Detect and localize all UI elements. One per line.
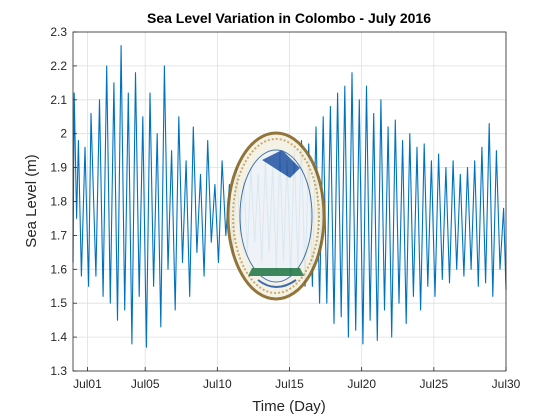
- y-axis-label: Sea Level (m): [23, 154, 40, 247]
- seal-base: [248, 268, 304, 276]
- chart-title: Sea Level Variation in Colombo - July 20…: [147, 10, 431, 26]
- seal-ribbon: [257, 279, 297, 288]
- seal-field: [239, 149, 313, 283]
- y-tick-label: 2.2: [50, 59, 67, 73]
- x-tick-label: Jul20: [347, 377, 376, 391]
- y-tick-label: 1.8: [50, 195, 67, 209]
- y-tick-label: 2: [60, 127, 67, 141]
- x-axis-ticks: Jul01 Jul05 Jul10 Jul15 Jul20 Jul25 Jul30: [73, 367, 521, 391]
- x-tick-label: Jul30: [492, 377, 521, 391]
- x-tick-label: Jul01: [73, 377, 102, 391]
- x-tick-label: Jul10: [203, 377, 232, 391]
- y-tick-label: 2.1: [50, 93, 67, 107]
- y-tick-label: 1.4: [50, 330, 67, 344]
- x-tick-label: Jul15: [275, 377, 304, 391]
- y-tick-label: 2.3: [50, 25, 67, 39]
- x-axis-label: Time (Day): [252, 398, 326, 415]
- y-tick-label: 1.9: [50, 161, 67, 175]
- y-tick-label: 1.6: [50, 262, 67, 276]
- y-tick-label: 1.5: [50, 296, 67, 310]
- y-tick-label: 1.3: [50, 364, 67, 378]
- x-tick-label: Jul05: [131, 377, 160, 391]
- seal-inner-ring: [232, 138, 320, 294]
- y-tick-label: 1.7: [50, 228, 67, 242]
- seal-logo: [226, 131, 326, 301]
- seal-flag: [262, 150, 300, 178]
- x-tick-label: Jul25: [419, 377, 448, 391]
- y-axis-ticks: 1.3 1.4 1.5 1.6 1.7 1.8 1.9 2 2.1 2.2 2.3: [50, 25, 77, 378]
